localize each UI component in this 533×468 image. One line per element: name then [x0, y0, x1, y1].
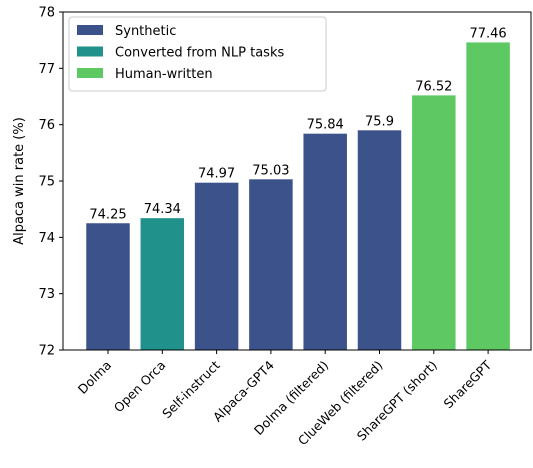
y-tick-label-1: 73 — [38, 287, 55, 302]
value-label-6: 76.52 — [415, 79, 452, 94]
value-label-1: 74.34 — [144, 202, 181, 217]
bar-5 — [357, 130, 402, 350]
bar-2 — [194, 182, 239, 350]
y-tick-label-6: 78 — [38, 6, 55, 21]
value-label-7: 77.46 — [469, 26, 506, 41]
value-label-3: 75.03 — [252, 163, 289, 178]
bar-4 — [303, 133, 347, 350]
bars-group — [86, 42, 510, 351]
plot-frame — [62, 11, 532, 351]
y-axis-label: Alpaca win rate (%) — [12, 117, 27, 245]
value-label-0: 74.25 — [89, 207, 126, 222]
legend-label-0: Synthetic — [115, 24, 176, 39]
y-axis: 72 73 74 75 76 77 78 — [38, 6, 63, 359]
x-tick-label-1: Open Orca — [111, 358, 169, 416]
legend-label-2: Human-written — [115, 67, 213, 82]
y-tick-label-4: 76 — [38, 118, 55, 133]
legend-box — [68, 16, 327, 92]
y-tick-label-0: 72 — [38, 344, 55, 359]
legend-swatch-1 — [77, 46, 103, 57]
y-tick-label-2: 74 — [38, 231, 55, 246]
y-tick-label-5: 77 — [38, 62, 55, 77]
value-label-5: 75.9 — [365, 114, 394, 129]
bar-1 — [140, 218, 185, 350]
x-tick-label-7: ShareGPT — [441, 357, 495, 411]
bar-6 — [412, 95, 456, 350]
bar-3 — [249, 179, 293, 350]
y-tick-label-3: 75 — [38, 175, 55, 190]
value-label-2: 74.97 — [198, 167, 235, 182]
bar-7 — [466, 42, 510, 351]
x-tick-label-0: Dolma — [75, 358, 114, 397]
legend-label-1: Converted from NLP tasks — [115, 46, 284, 61]
legend-swatch-2 — [77, 68, 103, 78]
legend: Synthetic Converted from NLP tasks Human-w… — [68, 16, 327, 92]
legend-swatch-0 — [77, 25, 103, 35]
value-label-4: 75.84 — [307, 118, 344, 133]
value-labels-group: 74.25 74.34 74.97 75.03 75.84 75.9 76.52 77.46 — [89, 26, 506, 222]
bar-0 — [86, 223, 130, 350]
